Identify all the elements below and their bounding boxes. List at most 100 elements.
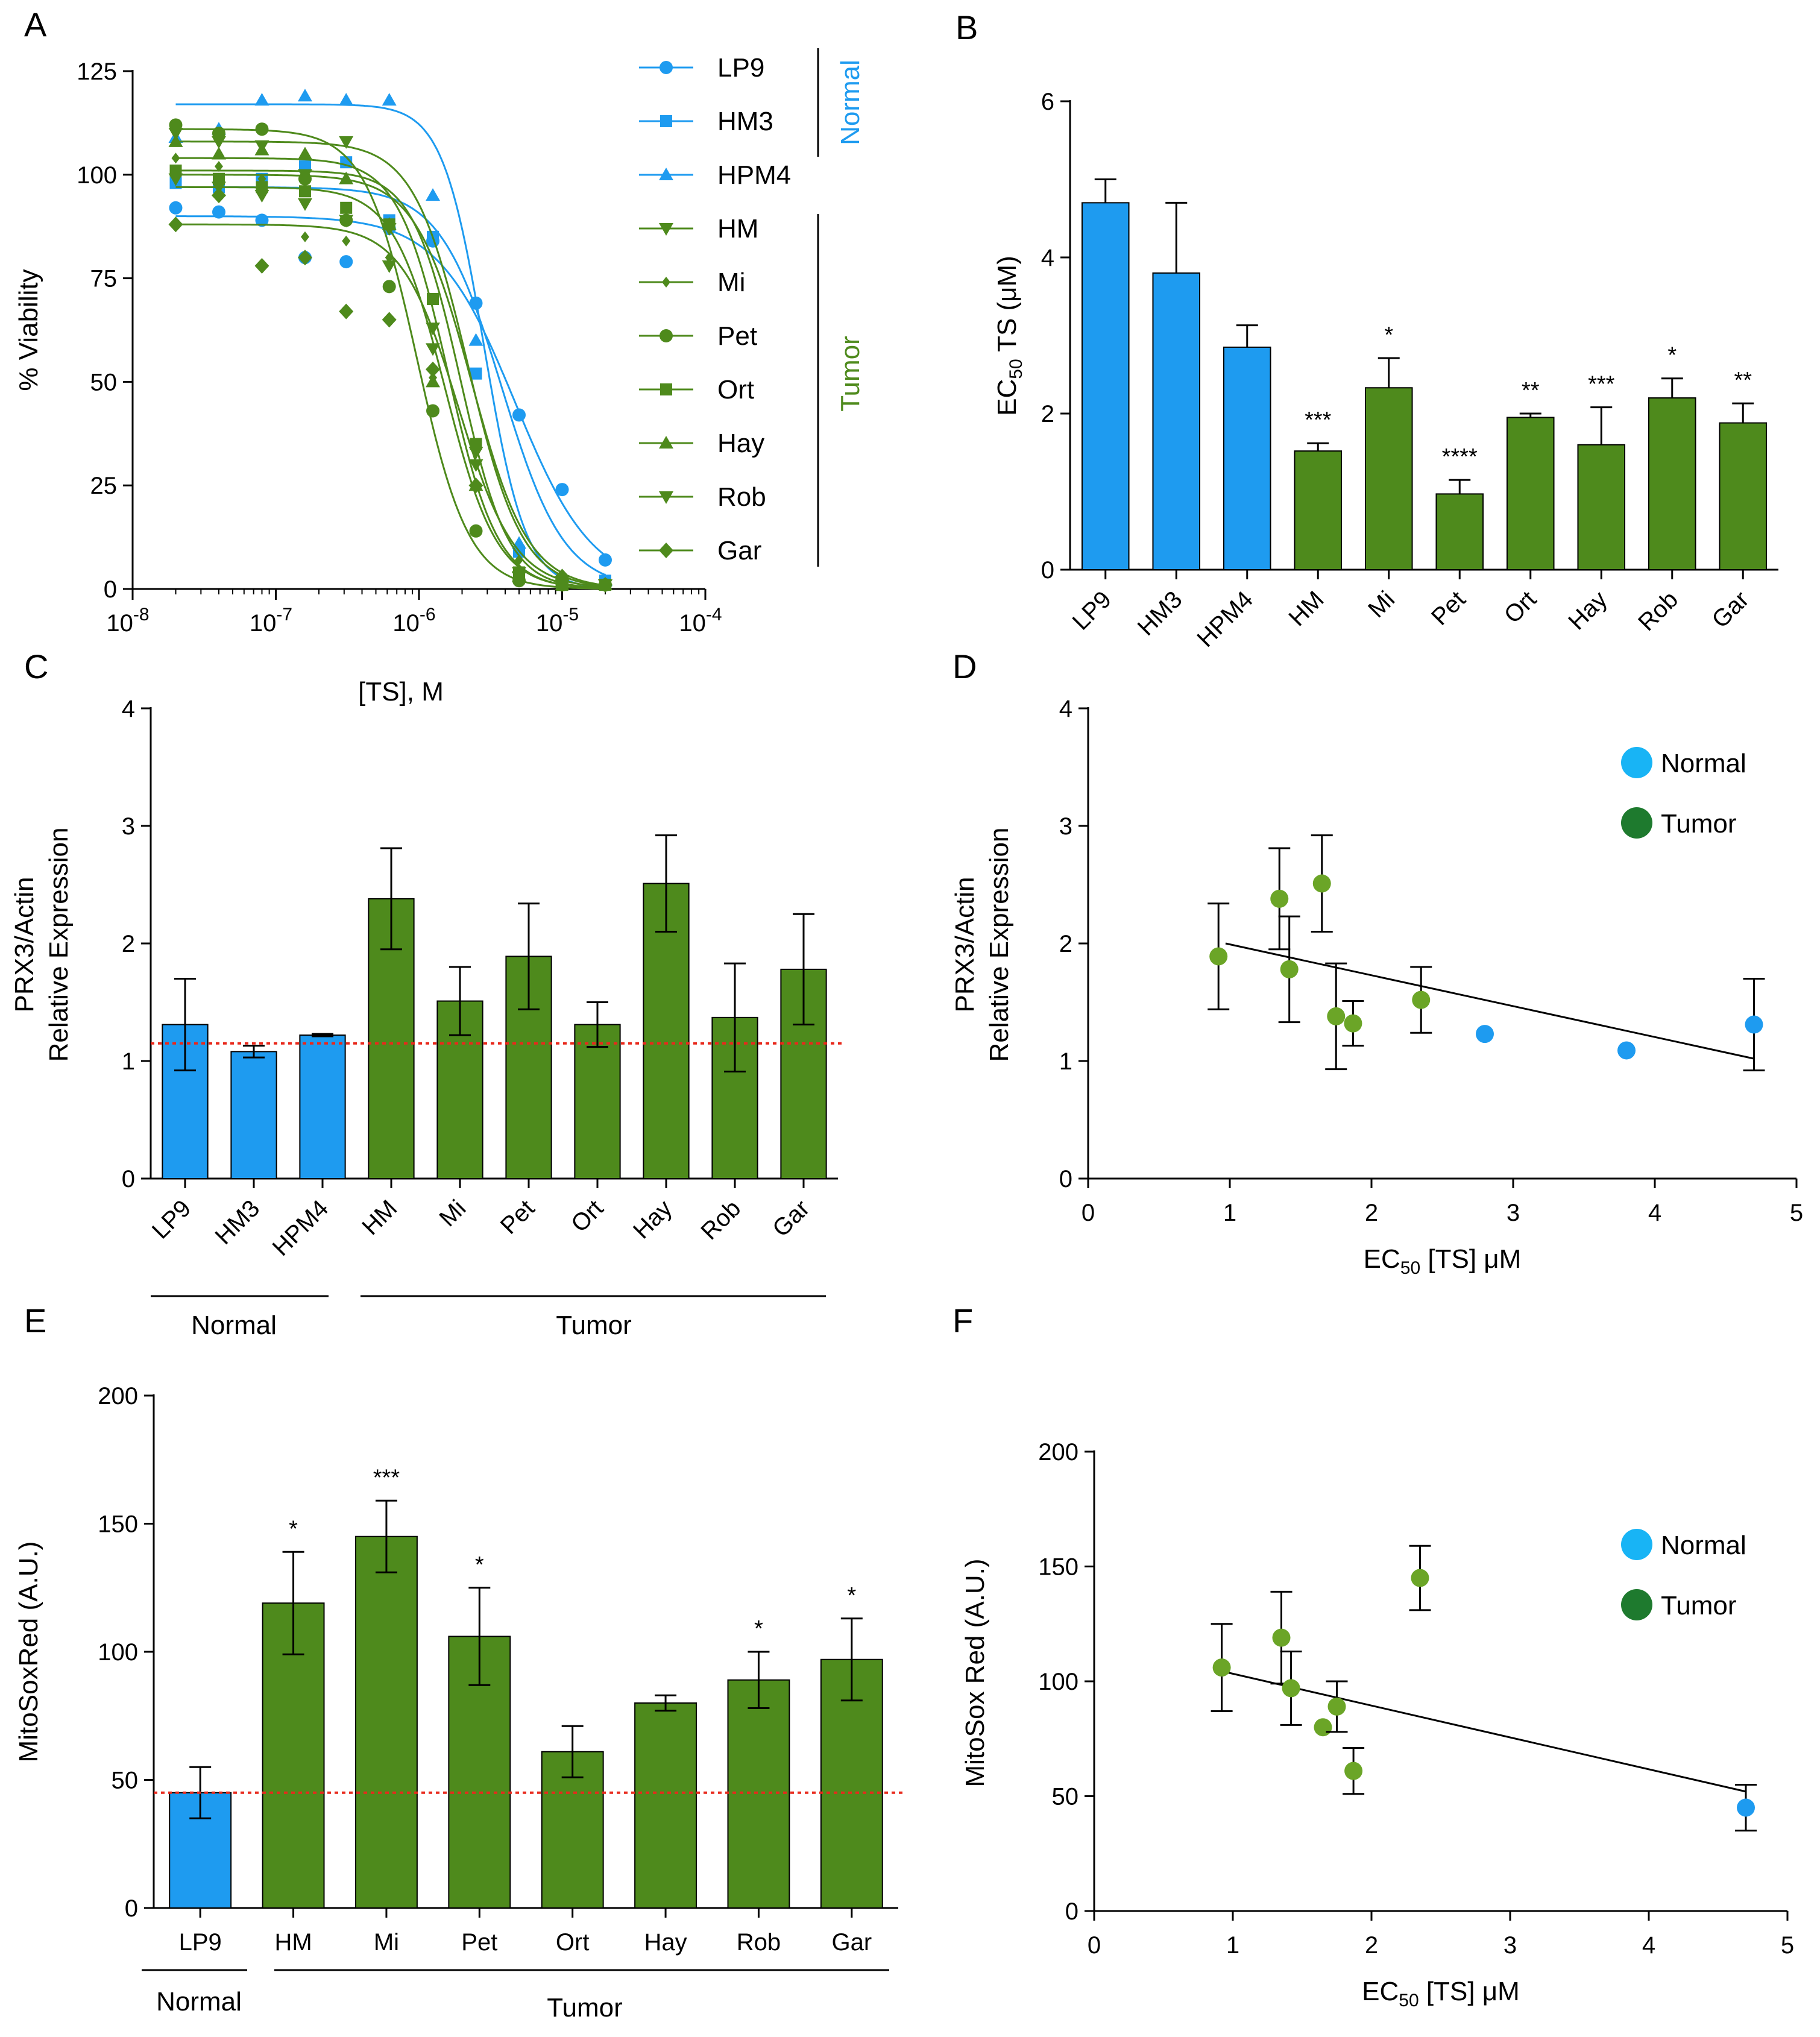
c-x-tick-label: Mi <box>434 1195 471 1232</box>
e-significance: *** <box>373 1465 400 1490</box>
b-significance: * <box>1384 323 1393 348</box>
a-x-tick-label: 10-5 <box>536 605 579 637</box>
f-y-tick-label: 200 <box>1038 1439 1078 1466</box>
c-bar-hay <box>643 883 690 1180</box>
a-point-hay <box>339 171 354 184</box>
b-y-axis-label: EC50 TS (μM) <box>992 256 1026 416</box>
a-point-lp9 <box>339 255 353 269</box>
e-x-tick-label: Rob <box>737 1929 781 1956</box>
d-point-normal <box>1745 1015 1763 1034</box>
b-x-tick-label: Ort <box>1499 586 1541 628</box>
a-legend-label: Pet <box>717 321 757 351</box>
b-x-tick-label: Hay <box>1563 586 1612 635</box>
d-y-tick-label: 2 <box>1059 931 1072 957</box>
e-significance: * <box>289 1516 298 1541</box>
c-x-tick-label: Pet <box>496 1195 540 1239</box>
panel-letter-d: D <box>953 647 977 685</box>
a-y-tick-label: 125 <box>77 58 117 85</box>
a-point-pet <box>255 122 269 136</box>
a-point-gar <box>339 303 354 320</box>
d-x-tick-label: 4 <box>1648 1200 1661 1226</box>
c-y-axis-label-line1: PRX3/Actin <box>10 877 39 1013</box>
a-point-lp9 <box>555 483 569 497</box>
f-point-tumor <box>1212 1658 1231 1677</box>
panel-letter-c: C <box>24 647 48 685</box>
a-point-gar <box>512 564 527 581</box>
a-legend-label: Mi <box>717 268 745 297</box>
a-point-hm <box>297 198 312 211</box>
c-x-tick-label: Rob <box>696 1195 746 1245</box>
e-bar-rob <box>727 1679 790 1909</box>
a-curve-hpm4 <box>175 103 606 589</box>
a-point-gar <box>597 577 612 593</box>
f-x-tick-label: 2 <box>1365 1932 1378 1959</box>
e-y-tick-label: 200 <box>98 1383 138 1409</box>
a-legend-marker <box>659 223 673 236</box>
a-point-rob <box>468 459 483 472</box>
f-fit-line <box>1226 1671 1746 1793</box>
a-point-rob <box>555 579 570 593</box>
a-legend-marker <box>660 61 673 74</box>
d-legend-label: Tumor <box>1661 809 1737 839</box>
a-x-tick-label: 10-7 <box>250 605 292 637</box>
a-point-pet <box>469 524 483 538</box>
b-bar-hay <box>1577 444 1626 570</box>
e-bar-mi <box>354 1535 418 1909</box>
panel-f-mitosox-vs-ec50-scatter: 0 50 100 150 200 0 1 2 3 4 5 Normal Tumor EC50 [TS] μ… <box>960 1439 1794 2010</box>
f-y-axis-label: MitoSox Red (A.U.) <box>960 1559 990 1787</box>
b-bar-hm <box>1294 450 1343 570</box>
d-x-axis-label: EC50 [TS] μM <box>1364 1244 1522 1278</box>
d-point-tumor <box>1280 960 1299 978</box>
e-y-tick-label: 0 <box>125 1895 138 1922</box>
a-point-hpm4 <box>468 333 483 346</box>
b-x-tick-label: Mi <box>1363 586 1400 623</box>
a-point-rob <box>339 136 354 149</box>
c-bar-ort <box>574 1024 621 1180</box>
a-y-tick-label: 75 <box>90 266 118 292</box>
a-legend-group-tumor: Tumor <box>836 336 865 412</box>
a-point-gar <box>211 187 226 204</box>
a-point-ort <box>340 201 353 214</box>
d-legend-marker <box>1621 807 1652 839</box>
d-point-tumor <box>1312 874 1331 893</box>
a-point-hpm4 <box>382 93 397 106</box>
panel-e-mitosox-bars: 0 50 100 150 200 LP9 * HM *** Mi * Pet Ort Hay * Rob * Ga… <box>14 1383 905 2023</box>
b-x-tick-label: HPM4 <box>1192 586 1258 652</box>
a-series-hpm4 <box>168 89 612 589</box>
c-bar-hm3 <box>230 1051 277 1180</box>
a-point-lp9 <box>212 205 225 219</box>
b-bar-lp9 <box>1081 202 1130 571</box>
c-bar-hpm4 <box>299 1034 346 1179</box>
d-point-tumor <box>1327 1007 1346 1025</box>
a-curve-mi <box>175 174 606 587</box>
e-significance: * <box>847 1583 856 1608</box>
a-point-ort <box>470 438 482 450</box>
b-bar-hm3 <box>1152 272 1201 570</box>
a-point-lp9 <box>255 213 269 227</box>
a-point-pet <box>426 404 440 418</box>
a-curve-ort <box>175 169 606 589</box>
f-y-tick-label: 150 <box>1038 1554 1078 1581</box>
b-x-tick-label: Gar <box>1707 586 1754 633</box>
a-curve-pet <box>175 128 606 590</box>
c-x-tick-label: HM <box>357 1195 402 1240</box>
d-fit-line <box>1225 942 1754 1060</box>
b-x-tick-label: LP9 <box>1068 586 1116 635</box>
f-point-tumor <box>1411 1569 1429 1587</box>
f-point-tumor <box>1344 1762 1363 1780</box>
d-y-axis-label-line2: Relative Expression <box>984 828 1014 1062</box>
f-y-tick-label: 0 <box>1065 1898 1078 1925</box>
d-x-tick-label: 2 <box>1365 1200 1378 1226</box>
a-point-hm <box>426 343 441 356</box>
a-y-tick-label: 50 <box>90 369 118 395</box>
d-point-normal <box>1476 1025 1494 1044</box>
f-legend-marker <box>1621 1589 1652 1620</box>
b-x-tick-label: HM <box>1284 586 1329 631</box>
a-point-hpm4 <box>339 93 354 106</box>
d-x-tick-label: 0 <box>1082 1200 1095 1226</box>
a-x-tick-label: 10-4 <box>679 605 722 637</box>
f-point-tumor <box>1327 1697 1346 1716</box>
a-point-gar <box>254 257 269 274</box>
a-point-gar <box>555 568 570 585</box>
a-point-gar <box>297 250 312 266</box>
